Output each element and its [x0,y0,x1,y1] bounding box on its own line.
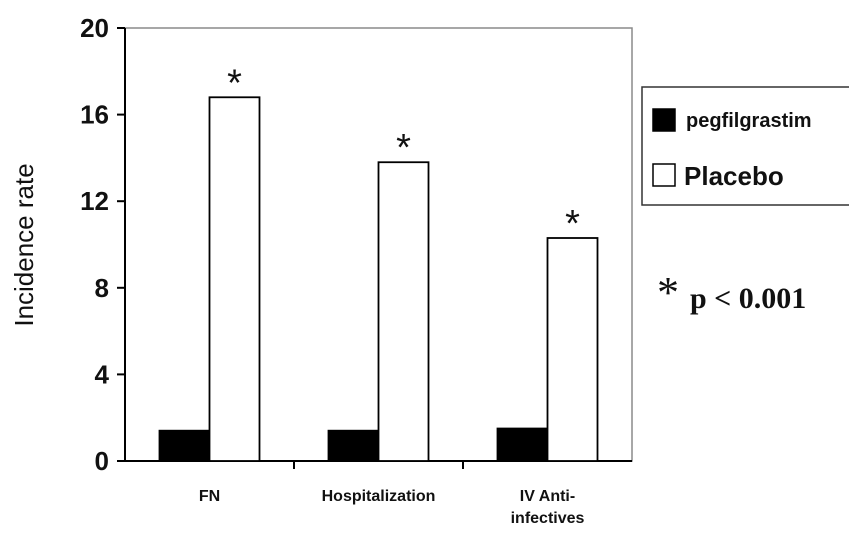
significance-star: * [565,203,580,245]
significance-note-star: * [657,268,679,317]
legend-swatch-placebo [652,163,676,187]
bar-placebo [208,96,261,462]
y-axis-label: Incidence rate [9,163,39,326]
bar-pegfilgrastim [327,429,380,462]
x-tick-label-line: FN [199,488,220,505]
y-tick-label: 8 [95,273,109,303]
legend-label-pegfilgrastim: pegfilgrastim [686,110,812,132]
bar-pegfilgrastim [158,429,211,462]
x-tick-label-line: Hospitalization [322,488,436,505]
x-tick-label-line: IV Anti- [520,488,575,505]
legend: pegfilgrastim Placebo [641,86,849,206]
bars [158,96,599,462]
bar-pegfilgrastim [496,427,549,462]
significance-note: * p < 0.001 [657,268,806,317]
legend-label-placebo: Placebo [684,161,784,191]
labels: * FN * Hospitalization * IV Anti-infectives [199,62,585,527]
bar-placebo [546,237,599,462]
y-tick-label: 0 [95,446,109,476]
x-tick-label: IV Anti-infectives [511,488,585,527]
y-tick-label: 12 [80,186,109,216]
y-tick-label: 16 [80,100,109,130]
axes: 0 4 8 12 16 20 [80,13,632,476]
x-tick-label-line: infectives [511,510,585,527]
x-tick-label: Hospitalization [322,488,436,505]
y-tick-label: 20 [80,13,109,43]
y-tick-label: 4 [95,359,110,389]
legend-box [641,86,849,206]
bar-placebo [377,161,430,462]
significance-note-text: p < 0.001 [690,282,806,315]
legend-swatch-pegfilgrastim [652,108,676,132]
x-tick-label: FN [199,488,220,505]
significance-star: * [396,127,411,169]
significance-star: * [227,62,242,104]
